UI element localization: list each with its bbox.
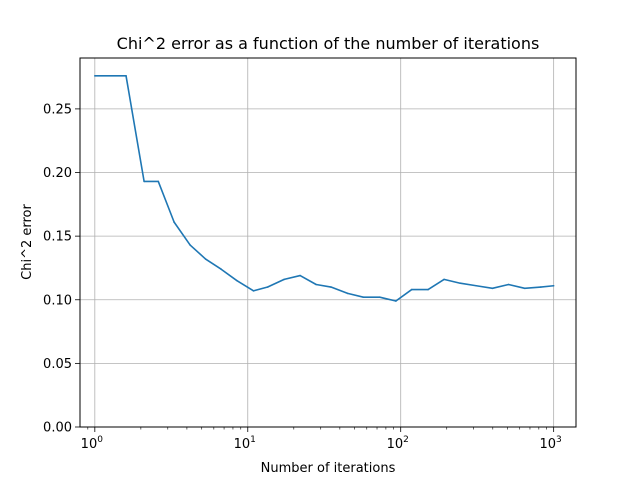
data-point bbox=[283, 278, 285, 281]
x-tick-label-base: 10 bbox=[540, 437, 557, 452]
data-point bbox=[491, 287, 494, 290]
data-point bbox=[330, 286, 332, 288]
data-point bbox=[459, 282, 462, 285]
y-tick-label: 0.25 bbox=[43, 102, 72, 117]
y-tick-label: 0.05 bbox=[43, 357, 72, 372]
x-tick-label: 101 bbox=[234, 435, 256, 452]
data-point bbox=[173, 221, 175, 223]
data-point bbox=[204, 258, 207, 260]
data-point bbox=[379, 296, 381, 299]
data-point bbox=[523, 287, 526, 290]
data-point bbox=[507, 283, 510, 286]
x-tick-label: 103 bbox=[540, 435, 562, 452]
data-point bbox=[299, 274, 301, 277]
data-point bbox=[362, 296, 365, 299]
data-point bbox=[220, 268, 222, 271]
y-axis-label: Chi^2 error bbox=[20, 204, 35, 280]
x-tick-label: 102 bbox=[387, 435, 409, 452]
chart-title: Chi^2 error as a function of the number … bbox=[117, 34, 540, 53]
data-point bbox=[346, 292, 349, 295]
x-axis-label: Number of iterations bbox=[261, 461, 396, 476]
data-point bbox=[236, 279, 238, 282]
data-point bbox=[143, 180, 145, 183]
series-group bbox=[94, 75, 555, 302]
data-point bbox=[157, 180, 160, 183]
data-point bbox=[125, 75, 127, 77]
data-point bbox=[410, 288, 413, 291]
x-tick-label: 100 bbox=[81, 435, 104, 452]
x-axis: 100 101 102 103 bbox=[81, 427, 562, 452]
data-point bbox=[252, 290, 255, 292]
data-point bbox=[552, 284, 555, 287]
data-point bbox=[315, 283, 317, 286]
data-point bbox=[539, 286, 542, 288]
x-tick-label-exponent: 1 bbox=[250, 435, 256, 445]
y-tick-label: 0.10 bbox=[43, 293, 72, 308]
x-tick-label-exponent: 3 bbox=[556, 435, 562, 445]
plot-frame bbox=[79, 57, 577, 428]
data-point bbox=[189, 244, 191, 246]
data-point bbox=[443, 278, 445, 281]
data-point bbox=[475, 284, 478, 287]
x-tick-label-base: 10 bbox=[387, 437, 404, 452]
data-point bbox=[395, 300, 397, 302]
data-point bbox=[94, 75, 96, 77]
y-tick-label: 0.15 bbox=[43, 230, 72, 245]
x-tick-label-exponent: 0 bbox=[97, 435, 103, 445]
data-point bbox=[266, 286, 269, 288]
y-axis: 0.00 0.05 0.10 0.15 0.20 0.25 bbox=[43, 102, 80, 436]
y-tick-label: 0.20 bbox=[43, 166, 72, 181]
x-tick-label-base: 10 bbox=[234, 437, 251, 452]
y-tick-label: 0.00 bbox=[43, 421, 72, 436]
x-tick-label-exponent: 2 bbox=[403, 435, 409, 445]
x-tick-label-base: 10 bbox=[81, 437, 98, 452]
data-point bbox=[427, 288, 429, 291]
